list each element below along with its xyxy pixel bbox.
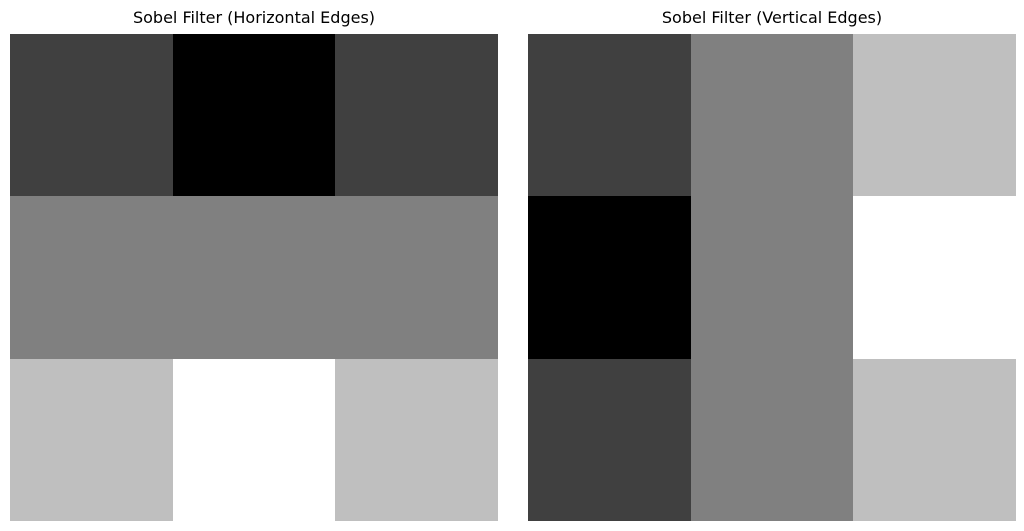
heatmap-cell-r1-c0 [10,196,174,360]
heatmap-cell-r1-c0 [528,196,692,360]
heatmap-cell-r0-c2 [335,34,498,197]
heatmap-cell-r0-c1 [691,34,854,197]
horizontal-edges-heatmap [10,34,498,521]
heatmap-cell-r2-c0 [10,359,174,521]
heatmap-cell-r2-c2 [853,359,1016,521]
vertical-edges-panel: Sobel Filter (Vertical Edges) [528,0,1016,531]
vertical-edges-heatmap [528,34,1016,521]
heatmap-cell-r1-c2 [335,196,498,360]
heatmap-cell-r2-c1 [173,359,336,521]
heatmap-cell-r1-c1 [691,196,854,360]
heatmap-cell-r0-c2 [853,34,1016,197]
heatmap-cell-r1-c1 [173,196,336,360]
heatmap-cell-r1-c2 [853,196,1016,360]
heatmap-cell-r2-c0 [528,359,692,521]
heatmap-cell-r0-c1 [173,34,336,197]
heatmap-cell-r0-c0 [10,34,174,197]
heatmap-cell-r0-c0 [528,34,692,197]
horizontal-edges-panel: Sobel Filter (Horizontal Edges) [10,0,498,531]
heatmap-cell-r2-c2 [335,359,498,521]
chart-title: Sobel Filter (Horizontal Edges) [132,8,376,27]
heatmap-cell-r2-c1 [691,359,854,521]
chart-title: Sobel Filter (Vertical Edges) [661,8,883,27]
